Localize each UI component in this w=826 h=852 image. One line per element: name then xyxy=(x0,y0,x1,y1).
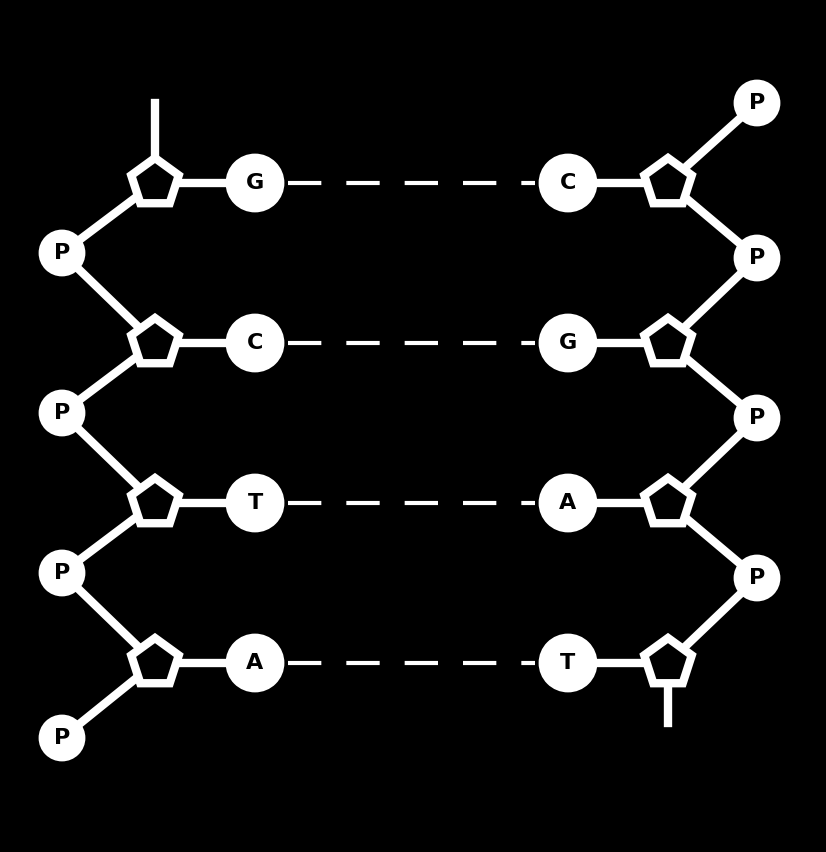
Text: P: P xyxy=(54,728,70,748)
Circle shape xyxy=(227,635,283,691)
Polygon shape xyxy=(131,158,178,204)
Circle shape xyxy=(40,391,84,435)
Text: P: P xyxy=(749,408,765,428)
Text: A: A xyxy=(559,493,577,513)
Circle shape xyxy=(227,315,283,371)
Polygon shape xyxy=(131,638,178,683)
Circle shape xyxy=(735,236,779,280)
Circle shape xyxy=(227,155,283,211)
Text: P: P xyxy=(54,403,70,423)
Circle shape xyxy=(40,231,84,275)
Circle shape xyxy=(540,315,596,371)
Text: C: C xyxy=(560,173,577,193)
Text: C: C xyxy=(247,333,263,353)
Circle shape xyxy=(735,396,779,440)
Circle shape xyxy=(40,551,84,595)
Polygon shape xyxy=(644,638,692,683)
Circle shape xyxy=(540,635,596,691)
Text: T: T xyxy=(247,493,263,513)
Text: P: P xyxy=(749,248,765,268)
Polygon shape xyxy=(644,158,692,204)
Circle shape xyxy=(540,155,596,211)
Text: G: G xyxy=(559,333,577,353)
Text: A: A xyxy=(246,653,263,673)
Text: T: T xyxy=(560,653,576,673)
Text: P: P xyxy=(749,568,765,588)
Text: P: P xyxy=(54,243,70,263)
Text: G: G xyxy=(246,173,264,193)
Circle shape xyxy=(40,716,84,760)
Circle shape xyxy=(227,475,283,531)
Polygon shape xyxy=(131,478,178,523)
Polygon shape xyxy=(644,478,692,523)
Circle shape xyxy=(735,556,779,600)
Polygon shape xyxy=(644,318,692,363)
Text: P: P xyxy=(749,93,765,113)
Circle shape xyxy=(540,475,596,531)
Text: P: P xyxy=(54,563,70,583)
Polygon shape xyxy=(131,318,178,363)
Circle shape xyxy=(735,81,779,125)
